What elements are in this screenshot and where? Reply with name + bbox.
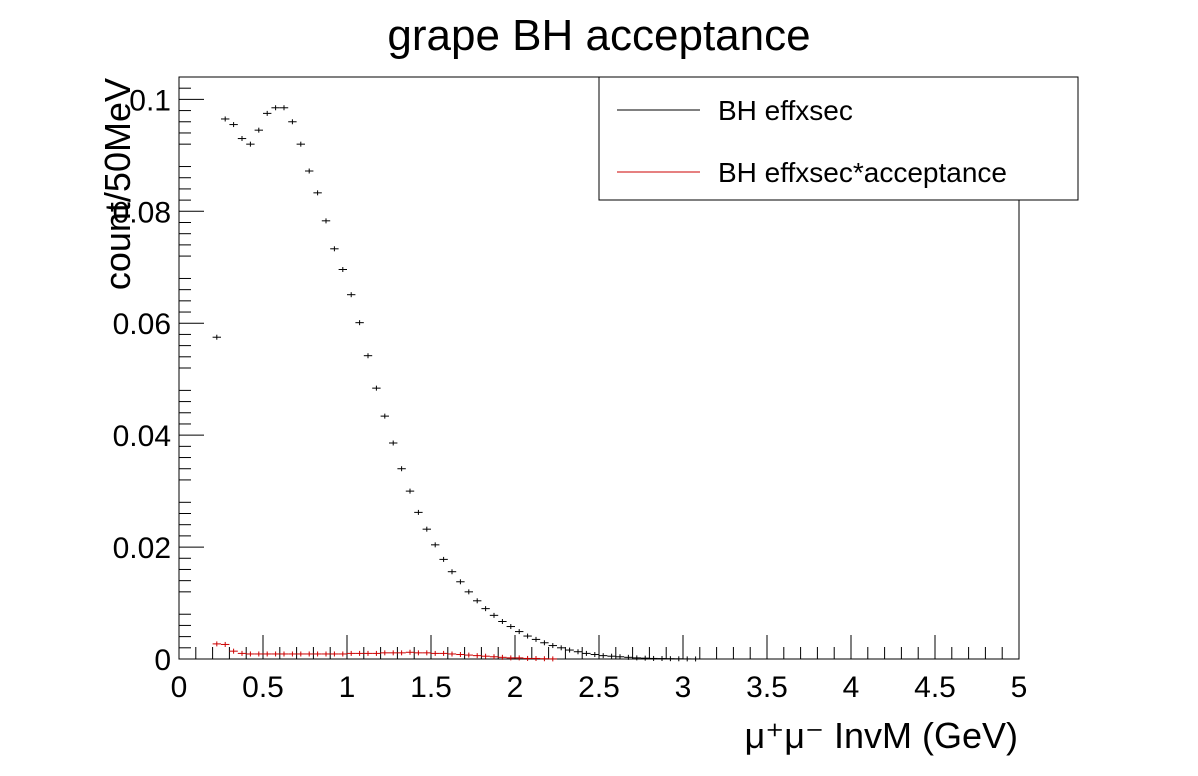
legend: BH effxsec BH effxsec*acceptance — [598, 76, 1079, 201]
x-tick-label: 3 — [675, 671, 692, 704]
x-tick-label: 1.5 — [410, 671, 452, 704]
y-tick-label: 0.02 — [113, 532, 171, 565]
legend-label-bh-effxsec-acceptance: BH effxsec*acceptance — [718, 157, 1007, 188]
x-tick-label: 0.5 — [242, 671, 284, 704]
x-tick-label: 0 — [171, 671, 188, 704]
y-tick-label: 0 — [154, 644, 171, 677]
x-axis-label: μ⁺μ⁻ InvM (GeV) — [744, 715, 1018, 756]
series-layer — [212, 105, 700, 662]
series-0 — [212, 105, 700, 662]
x-tick-label: 4 — [843, 671, 860, 704]
y-tick-label: 0.08 — [113, 196, 171, 229]
x-tick-label: 2 — [507, 671, 524, 704]
y-tick-label: 0.06 — [113, 308, 171, 341]
y-axis-label: count/50MeV — [97, 78, 138, 290]
x-tick-label: 4.5 — [914, 671, 956, 704]
x-tick-label: 5 — [1011, 671, 1028, 704]
y-tick-label: 0.04 — [113, 420, 171, 453]
series-1 — [212, 641, 557, 662]
x-axis-ticks: 0 0.5 1 1.5 2 2.5 3 3.5 4 4.5 5 — [171, 635, 1028, 704]
legend-label-bh-effxsec: BH effxsec — [718, 95, 853, 126]
y-axis-ticks: 0 0.02 0.04 0.06 0.08 0.1 — [113, 76, 204, 677]
x-tick-label: 2.5 — [578, 671, 620, 704]
x-tick-label: 3.5 — [746, 671, 788, 704]
legend-box — [598, 76, 1079, 201]
chart-title: grape BH acceptance — [387, 11, 810, 60]
y-tick-label: 0.1 — [129, 84, 171, 117]
x-tick-label: 1 — [339, 671, 356, 704]
